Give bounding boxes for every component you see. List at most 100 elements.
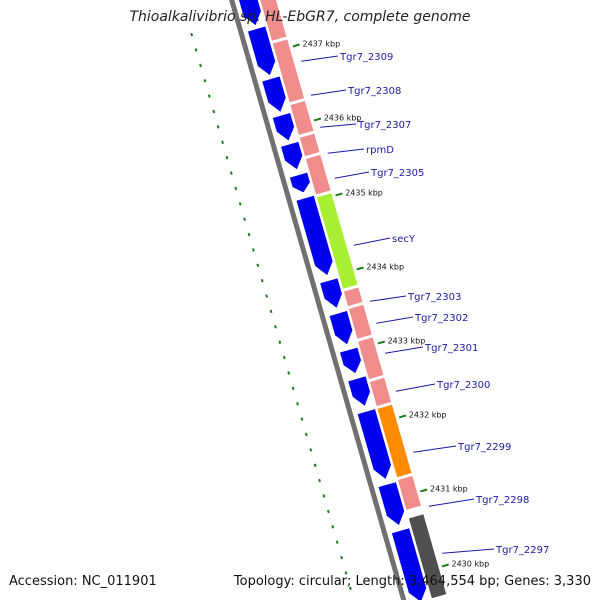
gene-label-tgr7-2302[interactable]: Tgr7_2302 [414, 313, 468, 324]
gene-leader-line [353, 237, 391, 246]
feature-band[interactable] [315, 192, 359, 290]
gene-leader-line [310, 89, 347, 96]
scale-tick-label: 2433 kbp [388, 337, 426, 346]
feature-band[interactable] [356, 336, 385, 381]
feature-band[interactable] [271, 38, 306, 104]
gene-arrow[interactable] [378, 482, 405, 525]
gc-skew-dot [260, 278, 264, 283]
scale-tick [420, 488, 428, 493]
gc-skew-dot [309, 448, 313, 452]
genome-backbone [229, 0, 407, 600]
gc-skew-dot [212, 109, 216, 114]
scale-tick-label: 2431 kbp [430, 485, 468, 494]
scale-tick [292, 43, 300, 48]
gc-skew-dot [327, 509, 330, 514]
gc-skew-dot [230, 171, 233, 175]
gene-arrow[interactable] [391, 528, 427, 600]
gc-skew-dot [278, 340, 282, 344]
gene-arrow[interactable] [236, 0, 261, 26]
gc-skew-dot [225, 155, 229, 160]
backbone-line [229, 0, 407, 600]
gc-skew-track [190, 32, 352, 591]
scale-tick [313, 117, 322, 122]
gc-skew-dot [335, 540, 339, 544]
gene-label-tgr7-2303[interactable]: Tgr7_2303 [407, 292, 461, 303]
gc-skew-dot [190, 32, 194, 37]
feature-band[interactable] [347, 303, 374, 340]
feature-band-track [255, 0, 448, 600]
gene-label-tgr7-2305[interactable]: Tgr7_2305 [370, 168, 424, 179]
gc-skew-dot [234, 186, 238, 191]
gc-skew-dot [340, 555, 343, 560]
gene-arrow[interactable] [262, 76, 286, 112]
map-title: Thioalkalivibrio sp. HL-EbGR7, complete … [129, 9, 471, 25]
feature-band[interactable] [255, 0, 288, 42]
gene-arrow[interactable] [289, 172, 310, 193]
genome-summary-text: Topology: circular; Length: 3,464,554 bp… [233, 574, 591, 589]
gene-leader-line [334, 171, 370, 179]
feature-band[interactable] [342, 286, 364, 308]
scale-tick [356, 266, 364, 271]
gene-label-tgr7-2300[interactable]: Tgr7_2300 [436, 380, 490, 391]
scale-tick-label: 2434 kbp [366, 263, 404, 272]
gene-leader-line [370, 295, 407, 302]
gc-skew-dot [291, 386, 295, 391]
gc-skew-dot [247, 232, 251, 237]
gc-skew-dot [318, 478, 321, 483]
gene-leader-line [301, 55, 339, 62]
gc-skew-dot [252, 248, 255, 252]
feature-band[interactable] [289, 99, 315, 137]
gc-skew-dot [349, 586, 352, 591]
gc-skew-dot [238, 202, 242, 206]
scale-tick-label: 2436 kbp [324, 114, 362, 123]
gc-skew-dot [331, 525, 335, 529]
gene-arrow[interactable] [357, 409, 391, 479]
feature-band[interactable] [298, 132, 321, 158]
gc-skew-dot [199, 63, 202, 68]
scale-tick [335, 192, 343, 197]
gene-arrow[interactable] [272, 113, 295, 141]
gc-skew-dot [207, 94, 211, 98]
gene-arrow[interactable] [296, 195, 333, 276]
gene-label-tgr7-2307[interactable]: Tgr7_2307 [357, 120, 411, 131]
gc-skew-dot [221, 140, 224, 144]
gene-label-tgr7-2299[interactable]: Tgr7_2299 [457, 442, 511, 453]
gene-leader-line [320, 123, 357, 128]
gene-leader-line [442, 548, 495, 554]
gene-label-tgr7-2297[interactable]: Tgr7_2297 [495, 545, 549, 556]
gc-skew-dot [265, 294, 269, 298]
gene-arrow[interactable] [248, 26, 276, 76]
gc-skew-dot [300, 417, 304, 421]
gene-arrow[interactable] [281, 141, 303, 170]
accession-text: Accession: NC_011901 [9, 574, 157, 589]
gene-arrow-track [236, 0, 427, 600]
gene-label-tgr7-2308[interactable]: Tgr7_2308 [347, 86, 401, 97]
gene-arrow[interactable] [329, 311, 353, 345]
gene-leader-line [413, 445, 457, 453]
gene-leader-line [395, 383, 436, 392]
gc-skew-dot [203, 79, 207, 83]
feature-band[interactable] [376, 403, 413, 479]
feature-band[interactable] [368, 376, 393, 408]
gc-skew-dot [282, 355, 286, 360]
gc-skew-dot [274, 325, 277, 329]
gene-label-tgr7-2309[interactable]: Tgr7_2309 [339, 52, 393, 63]
gene-label-secy[interactable]: secY [392, 234, 416, 245]
gc-skew-dot [194, 48, 198, 52]
gc-skew-dot [304, 432, 308, 437]
feature-band[interactable] [407, 513, 448, 600]
scale-tick-label: 2437 kbp [303, 40, 341, 49]
gc-skew-dot [216, 125, 220, 129]
feature-band[interactable] [304, 153, 332, 196]
gene-arrow[interactable] [340, 347, 361, 374]
gene-arrow[interactable] [320, 278, 342, 308]
gene-arrow[interactable] [348, 376, 370, 406]
scale-tick-label: 2430 kbp [452, 560, 490, 569]
gene-leader-line [376, 316, 414, 324]
feature-band[interactable] [396, 474, 423, 512]
gene-label-tgr7-2301[interactable]: Tgr7_2301 [424, 343, 478, 354]
gene-labels: Tgr7_2309 Tgr7_2308 Tgr7_2307 rpmD Tgr7_2305… [301, 52, 549, 556]
gene-label-tgr7-2298[interactable]: Tgr7_2298 [475, 495, 529, 506]
gene-label-rpmd[interactable]: rpmD [366, 145, 394, 156]
